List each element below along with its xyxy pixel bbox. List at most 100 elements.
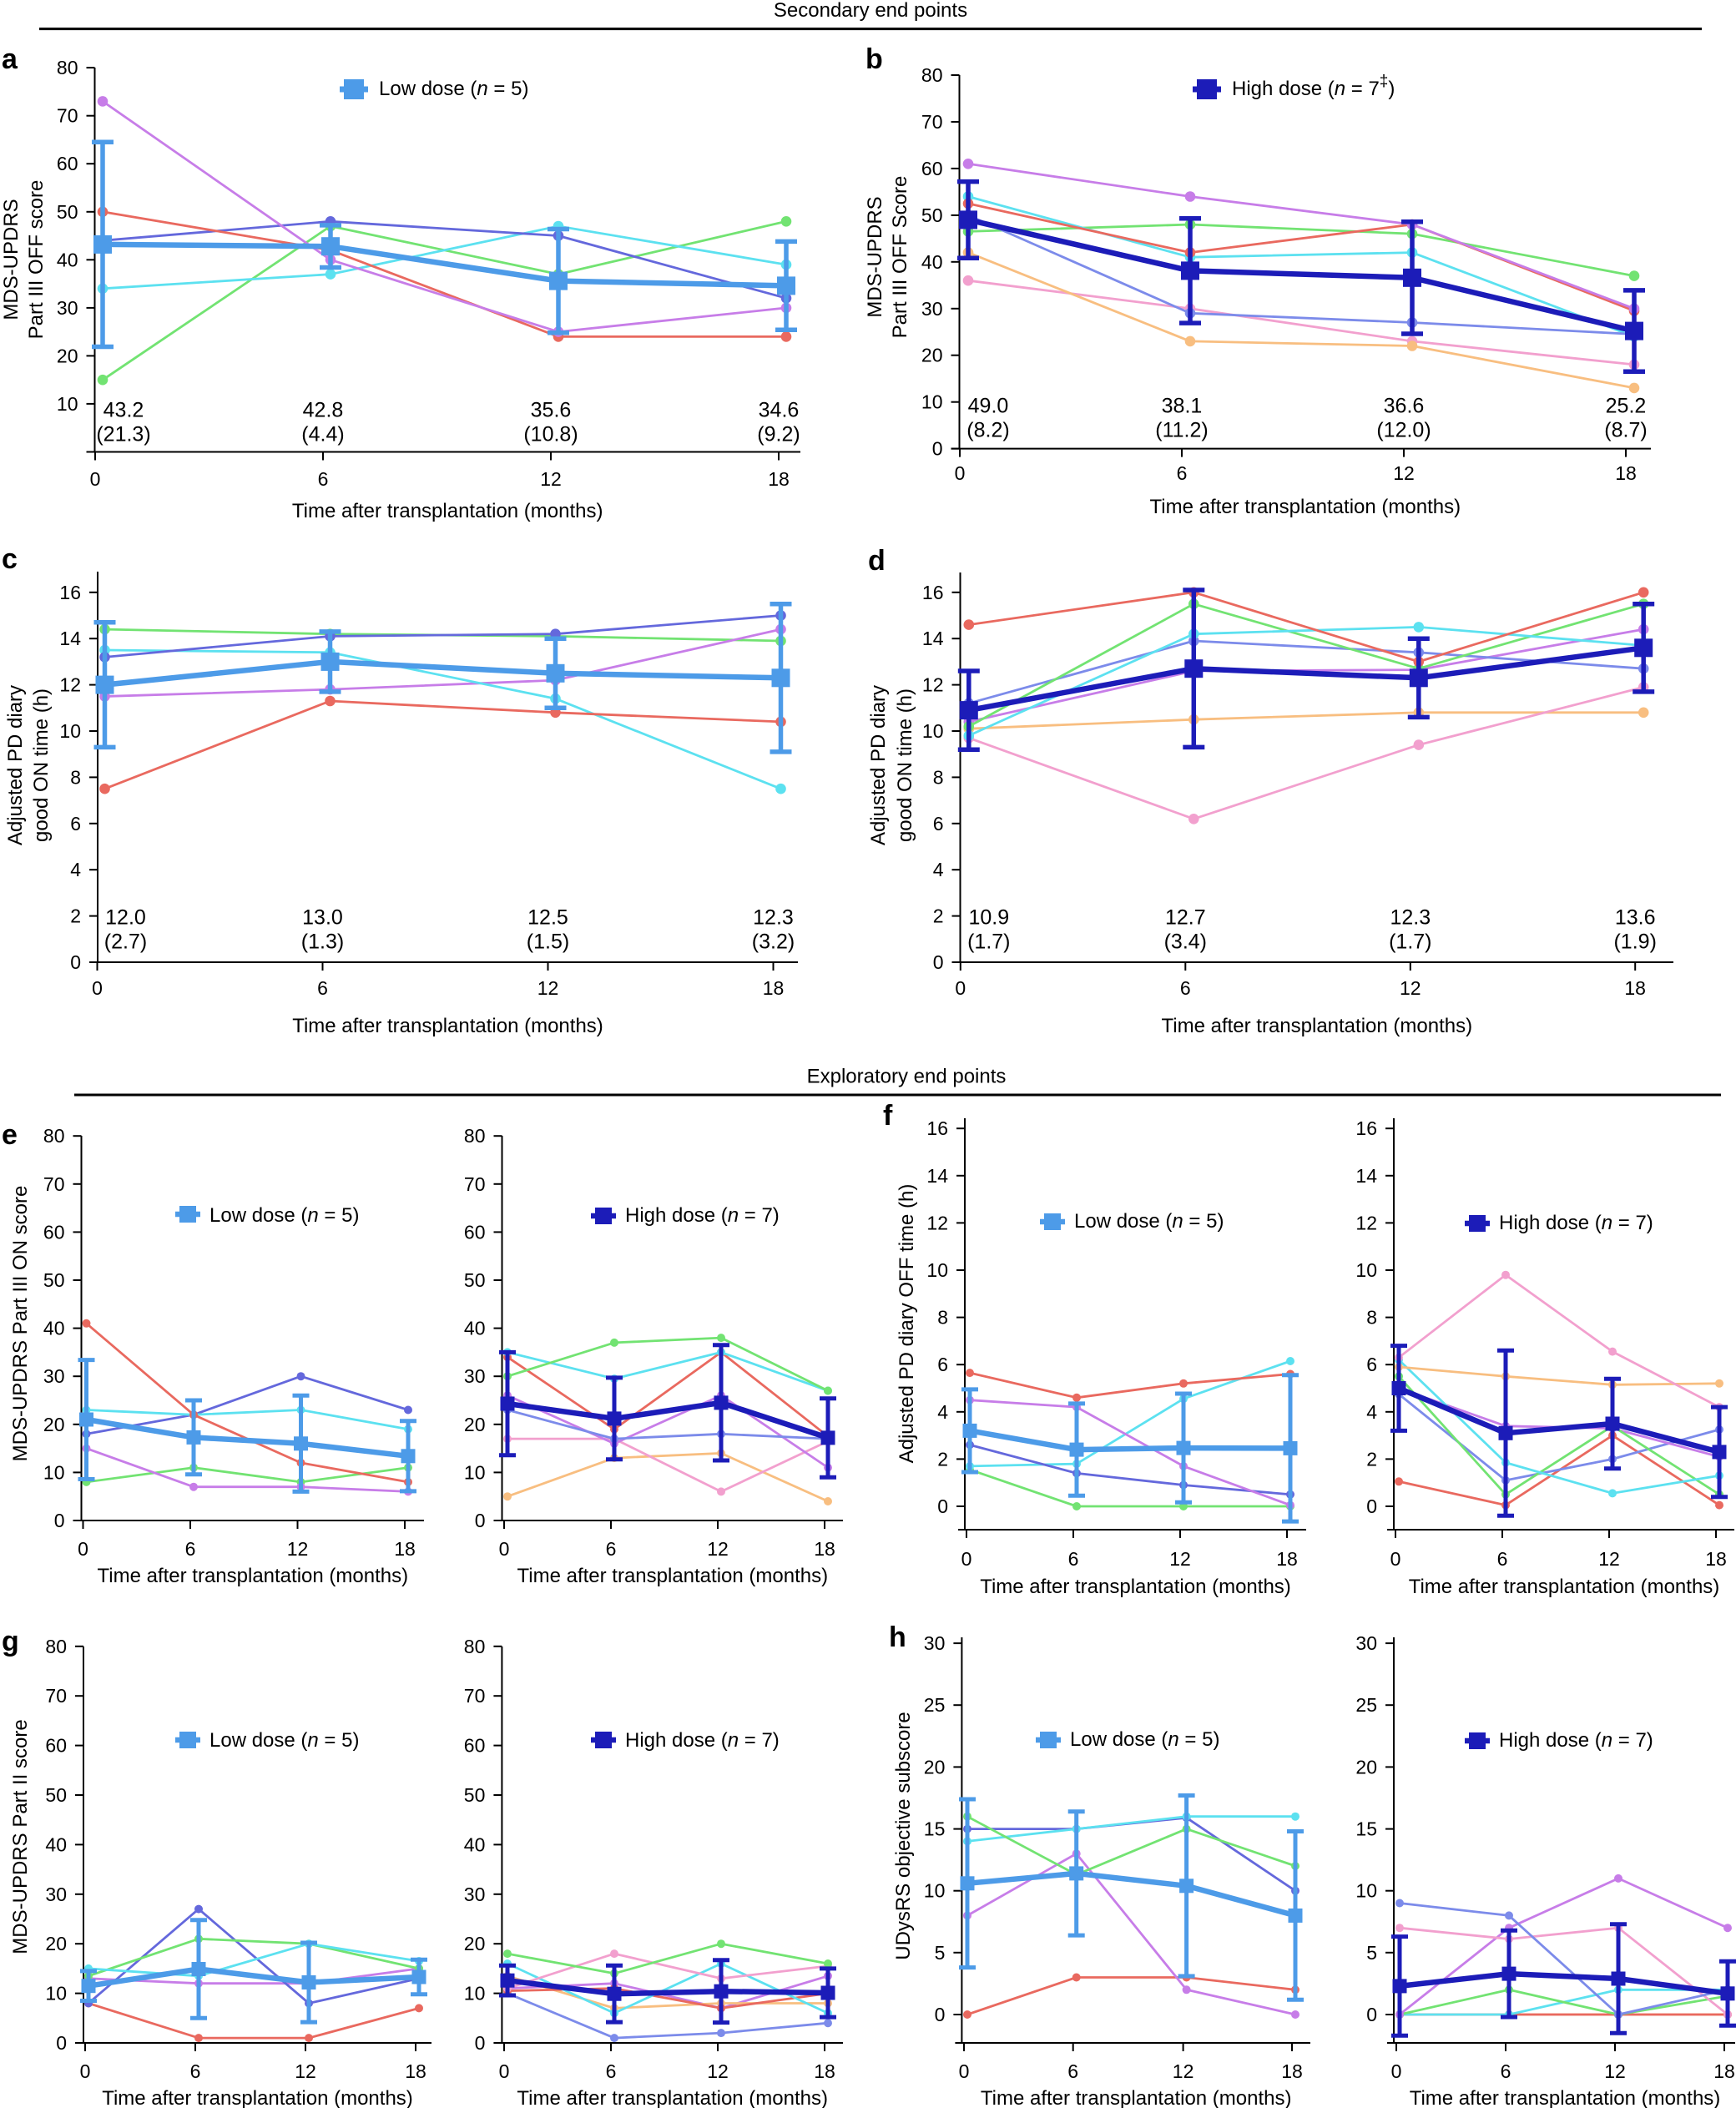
svg-text:12.0: 12.0 bbox=[105, 906, 146, 930]
svg-text:18: 18 bbox=[394, 1538, 416, 1560]
svg-text:Low dose (n = 5): Low dose (n = 5) bbox=[1074, 1210, 1224, 1233]
svg-text:0: 0 bbox=[1390, 1548, 1401, 1570]
svg-text:70: 70 bbox=[57, 105, 78, 127]
svg-text:Part III OFF Score: Part III OFF Score bbox=[889, 176, 911, 339]
svg-text:8: 8 bbox=[937, 1307, 948, 1329]
svg-text:b: b bbox=[865, 43, 883, 75]
svg-text:0: 0 bbox=[1366, 1495, 1377, 1517]
svg-text:70: 70 bbox=[921, 111, 943, 133]
svg-text:12: 12 bbox=[926, 1212, 948, 1233]
svg-text:2: 2 bbox=[937, 1448, 948, 1470]
svg-text:f: f bbox=[883, 1100, 893, 1132]
svg-text:6: 6 bbox=[70, 813, 81, 835]
svg-text:12.7: 12.7 bbox=[1165, 906, 1206, 930]
svg-text:20: 20 bbox=[43, 1414, 65, 1435]
svg-text:6: 6 bbox=[1177, 462, 1188, 484]
svg-text:Time after transplantation (mo: Time after transplantation (months) bbox=[97, 1565, 408, 1587]
svg-text:50: 50 bbox=[464, 1269, 486, 1291]
svg-text:Time after transplantation (mo: Time after transplantation (months) bbox=[1161, 1015, 1472, 1037]
svg-text:49.0: 49.0 bbox=[968, 395, 1009, 418]
svg-text:6: 6 bbox=[318, 468, 329, 490]
svg-text:14: 14 bbox=[1355, 1165, 1377, 1187]
svg-text:(12.0): (12.0) bbox=[1376, 419, 1431, 442]
svg-text:40: 40 bbox=[921, 251, 943, 273]
svg-text:Secondary end points: Secondary end points bbox=[774, 0, 967, 22]
svg-text:50: 50 bbox=[43, 1269, 65, 1291]
svg-text:12: 12 bbox=[707, 1538, 729, 1560]
svg-text:High dose (n = 7‡): High dose (n = 7‡) bbox=[1232, 73, 1395, 100]
svg-text:30: 30 bbox=[1355, 1632, 1377, 1654]
svg-text:2: 2 bbox=[1366, 1448, 1377, 1470]
svg-text:Adjusted PD diary: Adjusted PD diary bbox=[867, 685, 890, 845]
svg-text:(8.7): (8.7) bbox=[1604, 419, 1647, 442]
svg-text:4: 4 bbox=[70, 859, 81, 880]
svg-text:High dose (n = 7): High dose (n = 7) bbox=[1499, 1212, 1653, 1234]
svg-text:8: 8 bbox=[1366, 1307, 1377, 1329]
svg-text:14: 14 bbox=[926, 1165, 948, 1187]
svg-text:18: 18 bbox=[768, 468, 790, 490]
svg-text:0: 0 bbox=[78, 1538, 88, 1560]
svg-text:12: 12 bbox=[1169, 1548, 1191, 1570]
svg-text:High dose (n = 7): High dose (n = 7) bbox=[625, 1204, 780, 1227]
svg-text:18: 18 bbox=[814, 1538, 835, 1560]
svg-text:Exploratory end points: Exploratory end points bbox=[807, 1066, 1007, 1088]
svg-text:15: 15 bbox=[1355, 1818, 1377, 1840]
svg-text:12: 12 bbox=[1393, 462, 1415, 484]
svg-text:20: 20 bbox=[464, 1933, 486, 1954]
svg-text:Time after transplantation (mo: Time after transplantation (months) bbox=[981, 2087, 1292, 2108]
svg-text:High dose (n = 7): High dose (n = 7) bbox=[1499, 1729, 1653, 1752]
svg-text:40: 40 bbox=[464, 1318, 486, 1339]
svg-text:(1.7): (1.7) bbox=[1389, 930, 1431, 954]
svg-text:18: 18 bbox=[1705, 1548, 1727, 1570]
svg-text:Part III OFF score: Part III OFF score bbox=[25, 180, 48, 340]
svg-text:0: 0 bbox=[92, 977, 103, 999]
svg-text:20: 20 bbox=[464, 1414, 486, 1435]
svg-text:Time after transplantation (mo: Time after transplantation (months) bbox=[980, 1576, 1291, 1598]
svg-text:c: c bbox=[2, 543, 18, 575]
svg-text:6: 6 bbox=[606, 1538, 617, 1560]
svg-text:0: 0 bbox=[955, 462, 966, 484]
svg-text:70: 70 bbox=[464, 1173, 486, 1195]
svg-text:34.6: 34.6 bbox=[759, 399, 800, 422]
svg-text:80: 80 bbox=[57, 57, 78, 78]
svg-text:40: 40 bbox=[43, 1318, 65, 1339]
svg-text:e: e bbox=[2, 1119, 18, 1151]
svg-text:12: 12 bbox=[1598, 1548, 1620, 1570]
svg-text:6: 6 bbox=[937, 1354, 948, 1375]
svg-text:6: 6 bbox=[933, 813, 944, 835]
svg-text:4: 4 bbox=[937, 1401, 948, 1423]
svg-text:6: 6 bbox=[1067, 2060, 1078, 2082]
svg-text:10: 10 bbox=[924, 1880, 946, 1902]
svg-text:(1.3): (1.3) bbox=[301, 930, 344, 954]
svg-text:43.2: 43.2 bbox=[103, 399, 144, 422]
svg-text:(3.4): (3.4) bbox=[1164, 930, 1207, 954]
svg-text:30: 30 bbox=[45, 1884, 67, 1905]
svg-text:(21.3): (21.3) bbox=[96, 423, 150, 446]
svg-text:18: 18 bbox=[1276, 1548, 1298, 1570]
svg-text:38.1: 38.1 bbox=[1162, 395, 1203, 418]
svg-text:10: 10 bbox=[922, 720, 944, 742]
svg-text:6: 6 bbox=[1366, 1354, 1377, 1375]
svg-text:80: 80 bbox=[921, 64, 943, 86]
svg-text:6: 6 bbox=[1497, 1548, 1508, 1570]
svg-text:g: g bbox=[2, 1626, 19, 1657]
svg-text:0: 0 bbox=[1366, 2004, 1377, 2025]
svg-text:5: 5 bbox=[1366, 1942, 1377, 1964]
svg-text:20: 20 bbox=[924, 1756, 946, 1778]
svg-text:0: 0 bbox=[475, 2032, 486, 2054]
svg-text:Time after transplantation (mo: Time after transplantation (months) bbox=[292, 1015, 603, 1037]
svg-text:12: 12 bbox=[537, 977, 559, 999]
svg-text:12: 12 bbox=[540, 468, 562, 490]
svg-text:0: 0 bbox=[961, 1548, 972, 1570]
svg-text:14: 14 bbox=[59, 628, 81, 649]
svg-text:MDS-UPDRS Part III ON score: MDS-UPDRS Part III ON score bbox=[9, 1186, 32, 1462]
svg-text:Time after transplantation (mo: Time after transplantation (months) bbox=[292, 500, 603, 522]
svg-text:0: 0 bbox=[959, 2060, 970, 2082]
svg-text:0: 0 bbox=[955, 977, 966, 999]
svg-text:20: 20 bbox=[1355, 1756, 1377, 1778]
svg-text:60: 60 bbox=[43, 1221, 65, 1243]
svg-text:16: 16 bbox=[926, 1117, 948, 1139]
svg-text:Adjusted PD diary: Adjusted PD diary bbox=[4, 685, 27, 845]
svg-text:50: 50 bbox=[45, 1784, 67, 1806]
svg-text:10: 10 bbox=[59, 720, 81, 742]
